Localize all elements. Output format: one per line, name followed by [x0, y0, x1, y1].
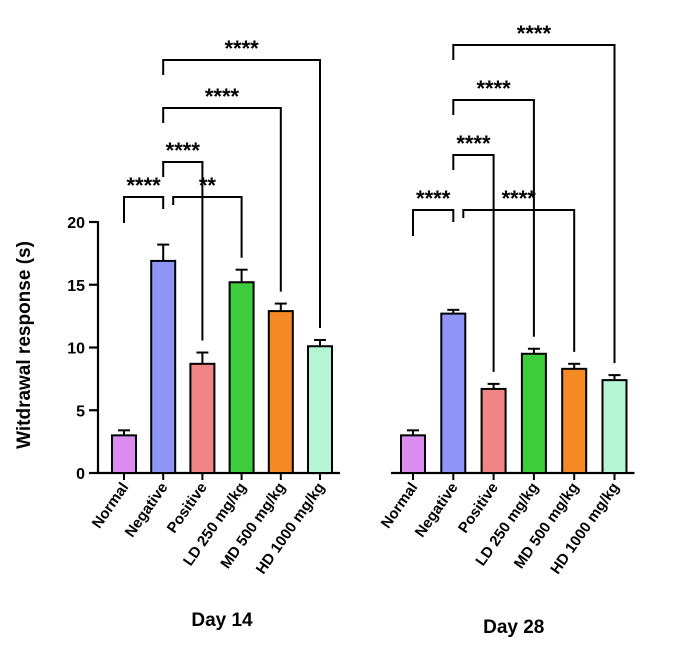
significance-label: **** — [205, 84, 240, 109]
significance-bracket — [462, 209, 576, 352]
bar — [601, 379, 628, 475]
significance-label: **** — [476, 76, 511, 101]
bar — [111, 434, 137, 475]
significance-bracket — [452, 44, 616, 364]
significance-bracket — [452, 99, 535, 337]
bar — [400, 434, 426, 475]
bar — [561, 367, 588, 474]
significance-label: **** — [126, 173, 161, 198]
panel-title: Day 14 — [191, 610, 253, 631]
bar — [228, 281, 255, 474]
x-tick-label: Normal — [378, 480, 422, 532]
y-tick-label: 15 — [67, 278, 85, 295]
bar — [440, 312, 467, 474]
bar — [480, 387, 507, 475]
panel-title: Day 28 — [483, 617, 544, 638]
significance-bracket — [172, 196, 243, 258]
significance-label: **** — [517, 21, 552, 46]
bar — [520, 352, 547, 474]
significance-label: **** — [502, 186, 537, 211]
y-tick-label: 5 — [76, 403, 85, 420]
bar — [189, 362, 216, 474]
significance-bracket — [123, 196, 165, 223]
significance-label: **** — [456, 131, 491, 156]
y-axis-label: Witdrawal response (s) — [14, 241, 35, 449]
y-tick-label: 0 — [76, 466, 85, 483]
significance-label: **** — [416, 186, 451, 211]
bar — [267, 310, 294, 475]
significance-bracket — [162, 59, 321, 328]
bar — [150, 259, 177, 474]
significance-bracket — [452, 154, 495, 372]
significance-bracket — [412, 209, 455, 236]
significance-label: **** — [166, 138, 201, 163]
y-tick-label: 10 — [67, 341, 85, 358]
significance-bracket — [162, 161, 204, 341]
significance-label: **** — [224, 36, 259, 61]
bar — [307, 345, 333, 474]
y-tick-label: 20 — [67, 215, 85, 232]
significance-bracket — [162, 107, 282, 292]
